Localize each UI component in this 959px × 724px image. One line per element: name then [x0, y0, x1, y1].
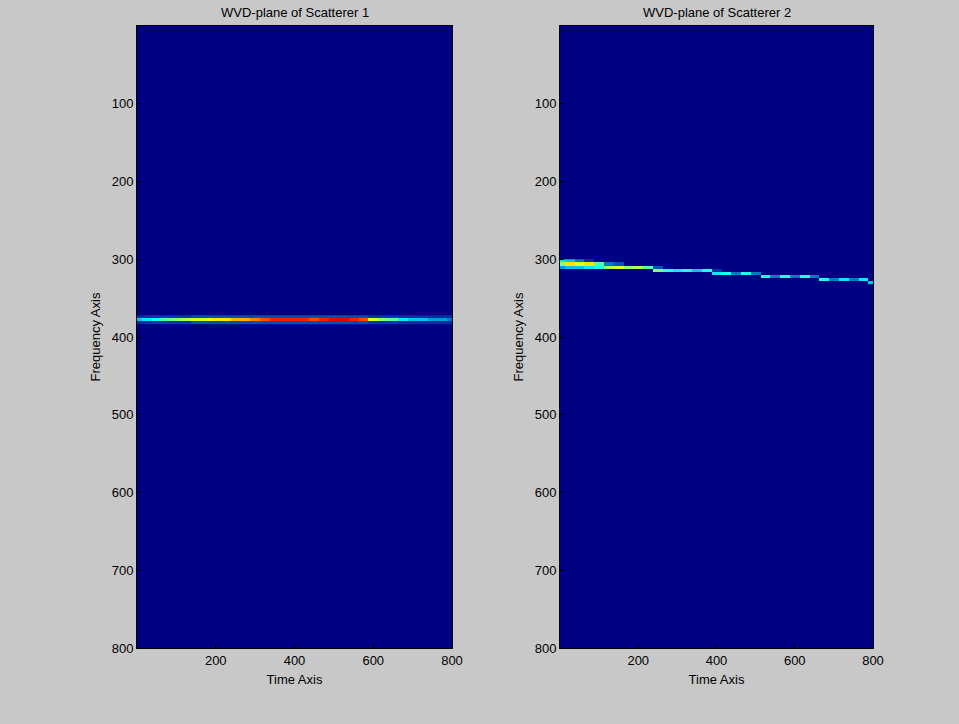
svg-text:300: 300 [535, 252, 557, 267]
svg-text:600: 600 [535, 485, 557, 500]
svg-text:100: 100 [535, 96, 557, 111]
svg-text:400: 400 [535, 330, 557, 345]
svg-text:Frequency Axis: Frequency Axis [511, 292, 526, 381]
svg-text:Time Axis: Time Axis [689, 672, 745, 687]
svg-text:600: 600 [112, 485, 134, 500]
svg-text:100: 100 [112, 96, 134, 111]
svg-text:600: 600 [362, 653, 384, 668]
svg-text:400: 400 [112, 330, 134, 345]
svg-text:800: 800 [441, 653, 463, 668]
svg-text:700: 700 [112, 563, 134, 578]
svg-text:800: 800 [862, 653, 884, 668]
svg-text:300: 300 [112, 252, 134, 267]
svg-text:WVD-plane of Scatterer 2: WVD-plane of Scatterer 2 [643, 5, 791, 20]
svg-text:800: 800 [535, 641, 557, 656]
svg-text:Frequency Axis: Frequency Axis [88, 292, 103, 381]
svg-text:200: 200 [205, 653, 227, 668]
svg-text:Time Axis: Time Axis [267, 672, 323, 687]
svg-text:800: 800 [112, 641, 134, 656]
svg-text:200: 200 [112, 174, 134, 189]
svg-text:200: 200 [535, 174, 557, 189]
svg-text:400: 400 [706, 653, 728, 668]
svg-text:500: 500 [112, 407, 134, 422]
svg-text:400: 400 [284, 653, 306, 668]
svg-text:600: 600 [784, 653, 806, 668]
svg-text:WVD-plane of Scatterer 1: WVD-plane of Scatterer 1 [221, 5, 369, 20]
svg-text:500: 500 [535, 407, 557, 422]
svg-text:700: 700 [535, 563, 557, 578]
svg-text:200: 200 [627, 653, 649, 668]
